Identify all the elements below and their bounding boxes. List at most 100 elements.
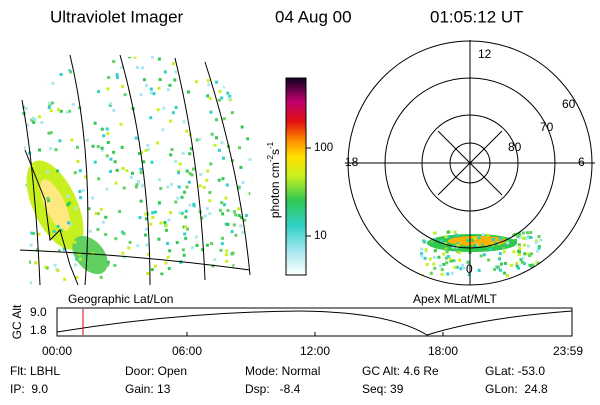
pixel (203, 214, 207, 218)
pixel (144, 83, 148, 87)
pixel (22, 146, 26, 150)
pixel (48, 70, 52, 74)
pixel (512, 233, 516, 237)
pixel (139, 93, 143, 97)
unit: s (268, 149, 282, 155)
pixel (215, 80, 219, 84)
pixel (65, 110, 69, 114)
pixel (218, 208, 222, 212)
pixel (194, 80, 198, 84)
pixel (191, 274, 195, 278)
pixel (113, 263, 117, 267)
pixel (230, 111, 234, 115)
pixel (433, 249, 437, 253)
pixel (225, 259, 229, 263)
pixel (522, 236, 526, 240)
pixel (114, 181, 118, 185)
pixel (144, 233, 148, 237)
pixel (115, 281, 119, 285)
pixel (232, 264, 236, 268)
pixel (245, 225, 249, 229)
pixel (35, 248, 39, 252)
pixel (244, 258, 248, 262)
pixel (219, 248, 223, 252)
pixel (537, 235, 541, 239)
pixel (498, 268, 502, 272)
pixel (128, 240, 132, 244)
pixel (52, 229, 56, 233)
pixel (432, 256, 436, 260)
pixel (220, 201, 224, 205)
pixel (448, 257, 452, 261)
pixel (174, 70, 178, 74)
pixel (531, 263, 535, 267)
pixel (97, 90, 101, 94)
pixel (444, 235, 448, 239)
pixel (96, 145, 100, 149)
pixel (420, 254, 424, 258)
pixel (526, 244, 530, 248)
pixel (105, 187, 109, 191)
pixel (188, 203, 192, 207)
pixel (70, 138, 74, 142)
pixel (49, 109, 53, 113)
pixel (495, 265, 499, 269)
info-table: Flt: LBHL Door: Open Mode: Normal GC Alt: 4… (10, 364, 548, 396)
pixel (166, 241, 170, 245)
pixel (497, 242, 501, 246)
pixel (208, 96, 212, 100)
pixel (529, 231, 533, 235)
map-grid (19, 54, 251, 286)
pixel (119, 122, 123, 126)
pixel (208, 191, 212, 195)
pixel (433, 231, 437, 235)
pixel (91, 196, 95, 200)
pixel (234, 233, 238, 237)
pixel (159, 221, 163, 225)
pixel (222, 85, 226, 89)
pixel (77, 222, 81, 226)
pixel (213, 70, 217, 74)
aurora (72, 235, 108, 275)
pixel (218, 90, 222, 94)
info-field: GC Alt: 4.6 Re (362, 364, 439, 378)
pixel (224, 222, 228, 226)
pixel (217, 98, 221, 102)
pixel (217, 148, 221, 152)
unit-exp: -1 (266, 141, 275, 149)
pixel (187, 180, 191, 184)
pixel (239, 165, 243, 169)
pixel (518, 234, 522, 238)
pixel (461, 248, 465, 252)
pixel (73, 240, 77, 244)
pixel (522, 261, 526, 265)
pixel (515, 261, 519, 265)
pixel (486, 233, 490, 237)
pixel (104, 215, 108, 219)
pixel (241, 230, 245, 234)
pixel (529, 252, 533, 256)
pixel (134, 136, 138, 140)
pixel (430, 240, 434, 244)
pixel (40, 68, 44, 72)
pixel (438, 264, 442, 268)
pixel (420, 252, 424, 256)
pixel (482, 253, 486, 257)
pixel (74, 206, 78, 210)
pixel (24, 264, 28, 268)
pixel (505, 274, 509, 278)
pixel (75, 257, 79, 261)
pixel (243, 218, 247, 222)
pixel (205, 178, 209, 182)
pixel (509, 263, 513, 267)
pixel (104, 233, 108, 237)
pixel (208, 199, 212, 203)
pixel (65, 61, 69, 65)
pixel (423, 256, 427, 260)
pixel (230, 67, 234, 71)
pixel (58, 139, 62, 143)
pixel (455, 265, 459, 269)
pixel (99, 275, 103, 279)
pixel (135, 183, 139, 187)
pixel (176, 196, 180, 200)
